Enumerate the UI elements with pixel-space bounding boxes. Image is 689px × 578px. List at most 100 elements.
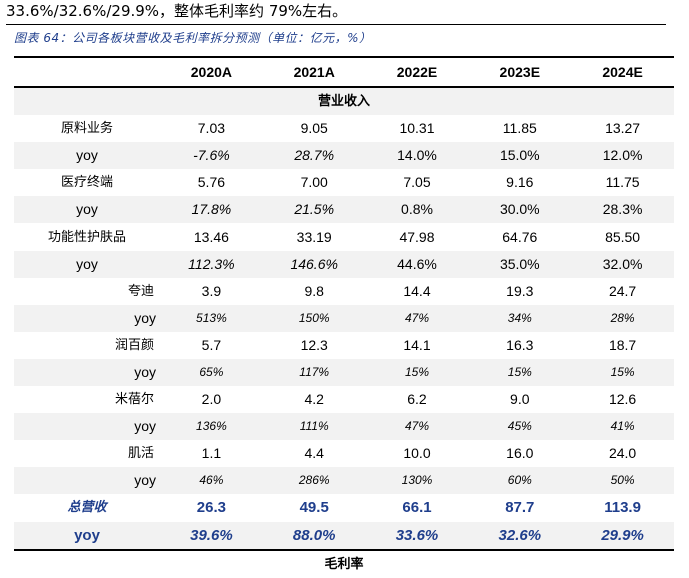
cell: 4.2 bbox=[304, 391, 324, 408]
header-2020a: 2020A bbox=[160, 56, 263, 88]
header-2021a: 2021A bbox=[262, 56, 366, 88]
row-label: yoy bbox=[14, 196, 160, 224]
cell: 15% bbox=[571, 358, 674, 387]
header-2024e: 2024E bbox=[571, 56, 674, 88]
cell: 50% bbox=[571, 467, 674, 495]
row-label: 夸迪 bbox=[127, 283, 154, 299]
cell: 1.1 bbox=[201, 445, 222, 462]
cell: 9.8 bbox=[304, 282, 324, 299]
table-row: yoy 513% 150% 47% 34% 28% bbox=[14, 304, 674, 332]
cell: 146.6% bbox=[262, 250, 366, 278]
cell: 12.3 bbox=[300, 336, 328, 353]
cell: 7.00 bbox=[300, 174, 328, 191]
cell: 16.0 bbox=[506, 445, 534, 462]
header-corner bbox=[14, 56, 160, 88]
table-row: 肌活 1.1 4.4 10.0 16.0 24.0 bbox=[14, 440, 674, 467]
cell: 15.0% bbox=[468, 142, 572, 170]
cell: 14.1 bbox=[403, 336, 431, 353]
cell: 47% bbox=[365, 413, 469, 441]
cell: 19.3 bbox=[506, 282, 534, 299]
cell: 11.75 bbox=[605, 174, 640, 191]
cell: 49.5 bbox=[299, 499, 329, 517]
row-label-total: 总营收 bbox=[67, 500, 107, 516]
cell: 4.4 bbox=[304, 445, 324, 462]
row-label: 肌活 bbox=[127, 446, 154, 462]
row-label: yoy bbox=[14, 413, 160, 441]
table-row: 润百颜 5.7 12.3 14.1 16.3 18.7 bbox=[14, 332, 674, 359]
cell: 7.03 bbox=[197, 120, 226, 137]
row-label: yoy bbox=[14, 250, 160, 278]
cell: 130% bbox=[365, 467, 469, 495]
cell: 3.9 bbox=[201, 282, 222, 299]
cell: 136% bbox=[160, 413, 263, 441]
table-caption: 图表 64：公司各板块营收及毛利率拆分预测（单位：亿元，%） bbox=[14, 31, 372, 45]
cell: 150% bbox=[262, 304, 366, 332]
cell: 5.76 bbox=[197, 174, 226, 191]
cell: 46% bbox=[160, 467, 263, 495]
cell: 17.8% bbox=[160, 196, 263, 224]
cell: 65% bbox=[160, 358, 263, 387]
cell: 2.0 bbox=[201, 391, 222, 408]
cell: 21.5% bbox=[262, 196, 366, 224]
cell: 15% bbox=[468, 358, 572, 387]
table-row: yoy 112.3% 146.6% 44.6% 35.0% 32.0% bbox=[14, 250, 674, 278]
cell: 64.76 bbox=[502, 228, 538, 245]
cell: 29.9% bbox=[571, 521, 674, 550]
cell: 12.6 bbox=[608, 391, 637, 408]
intro-paragraph: 33.6%/32.6%/29.9%，整体毛利率约 79%左右。 bbox=[6, 0, 666, 25]
forecast-table: 2020A 2021A 2022E 2023E 2024E 营业收入 原料业务 … bbox=[14, 56, 674, 578]
cell: 13.46 bbox=[193, 228, 229, 245]
cell: 14.4 bbox=[403, 282, 431, 299]
section-gross-margin: 毛利率 bbox=[14, 548, 674, 578]
cell: 32.6% bbox=[468, 521, 572, 550]
cell: 39.6% bbox=[160, 521, 263, 550]
cell: 35.0% bbox=[468, 250, 572, 278]
table-row: 夸迪 3.9 9.8 14.4 19.3 24.7 bbox=[14, 278, 674, 305]
cell: 117% bbox=[262, 358, 366, 387]
cell: 28.3% bbox=[571, 196, 674, 224]
cell: 26.3 bbox=[196, 499, 226, 517]
cell: 12.0% bbox=[571, 142, 674, 170]
cell: 30.0% bbox=[468, 196, 572, 224]
table-row: yoy 17.8% 21.5% 0.8% 30.0% 28.3% bbox=[14, 196, 674, 224]
cell: 14.0% bbox=[365, 142, 469, 170]
header-row: 2020A 2021A 2022E 2023E 2024E bbox=[14, 56, 674, 88]
cell: 28.7% bbox=[262, 142, 366, 170]
cell: 87.7 bbox=[505, 499, 535, 517]
cell: 113.9 bbox=[604, 499, 641, 517]
row-label: yoy bbox=[14, 142, 160, 170]
table-row: 功能性护肤品 13.46 33.19 47.98 64.76 85.50 bbox=[14, 223, 674, 250]
cell: 47% bbox=[365, 304, 469, 332]
cell: 13.27 bbox=[605, 120, 641, 137]
cell: 32.0% bbox=[571, 250, 674, 278]
table-row: yoy 65% 117% 15% 15% 15% bbox=[14, 358, 674, 387]
cell: 9.16 bbox=[506, 174, 534, 191]
cell: 34% bbox=[468, 304, 572, 332]
row-label: yoy bbox=[14, 467, 160, 495]
cell: 6.2 bbox=[407, 391, 427, 408]
cell: 9.05 bbox=[300, 120, 328, 137]
table-row: yoy -7.6% 28.7% 14.0% 15.0% 12.0% bbox=[14, 142, 674, 170]
cell: 11.85 bbox=[502, 120, 537, 137]
cell: 47.98 bbox=[399, 228, 435, 245]
cell: 16.3 bbox=[506, 336, 534, 353]
total-yoy-row: yoy 39.6% 88.0% 33.6% 32.6% 29.9% bbox=[14, 521, 674, 550]
section-revenue: 营业收入 bbox=[14, 87, 674, 116]
cell: 85.50 bbox=[605, 228, 641, 245]
cell: 5.7 bbox=[201, 336, 222, 353]
cell: 24.7 bbox=[608, 282, 637, 299]
cell: 33.6% bbox=[365, 521, 469, 550]
cell: 0.8% bbox=[365, 196, 469, 224]
table-row: yoy 136% 111% 47% 45% 41% bbox=[14, 413, 674, 441]
cell: 28% bbox=[571, 304, 674, 332]
cell: 7.05 bbox=[403, 174, 431, 191]
cell: -7.6% bbox=[160, 142, 263, 170]
row-label: yoy bbox=[14, 358, 160, 387]
cell: 66.1 bbox=[402, 499, 432, 517]
intro-text: 33.6%/32.6%/29.9%，整体毛利率约 79%左右。 bbox=[6, 2, 348, 20]
table-row: yoy 46% 286% 130% 60% 50% bbox=[14, 467, 674, 495]
cell: 41% bbox=[571, 413, 674, 441]
table-row: 原料业务 7.03 9.05 10.31 11.85 13.27 bbox=[14, 115, 674, 142]
cell: 24.0 bbox=[608, 445, 637, 462]
cell: 88.0% bbox=[262, 521, 366, 550]
